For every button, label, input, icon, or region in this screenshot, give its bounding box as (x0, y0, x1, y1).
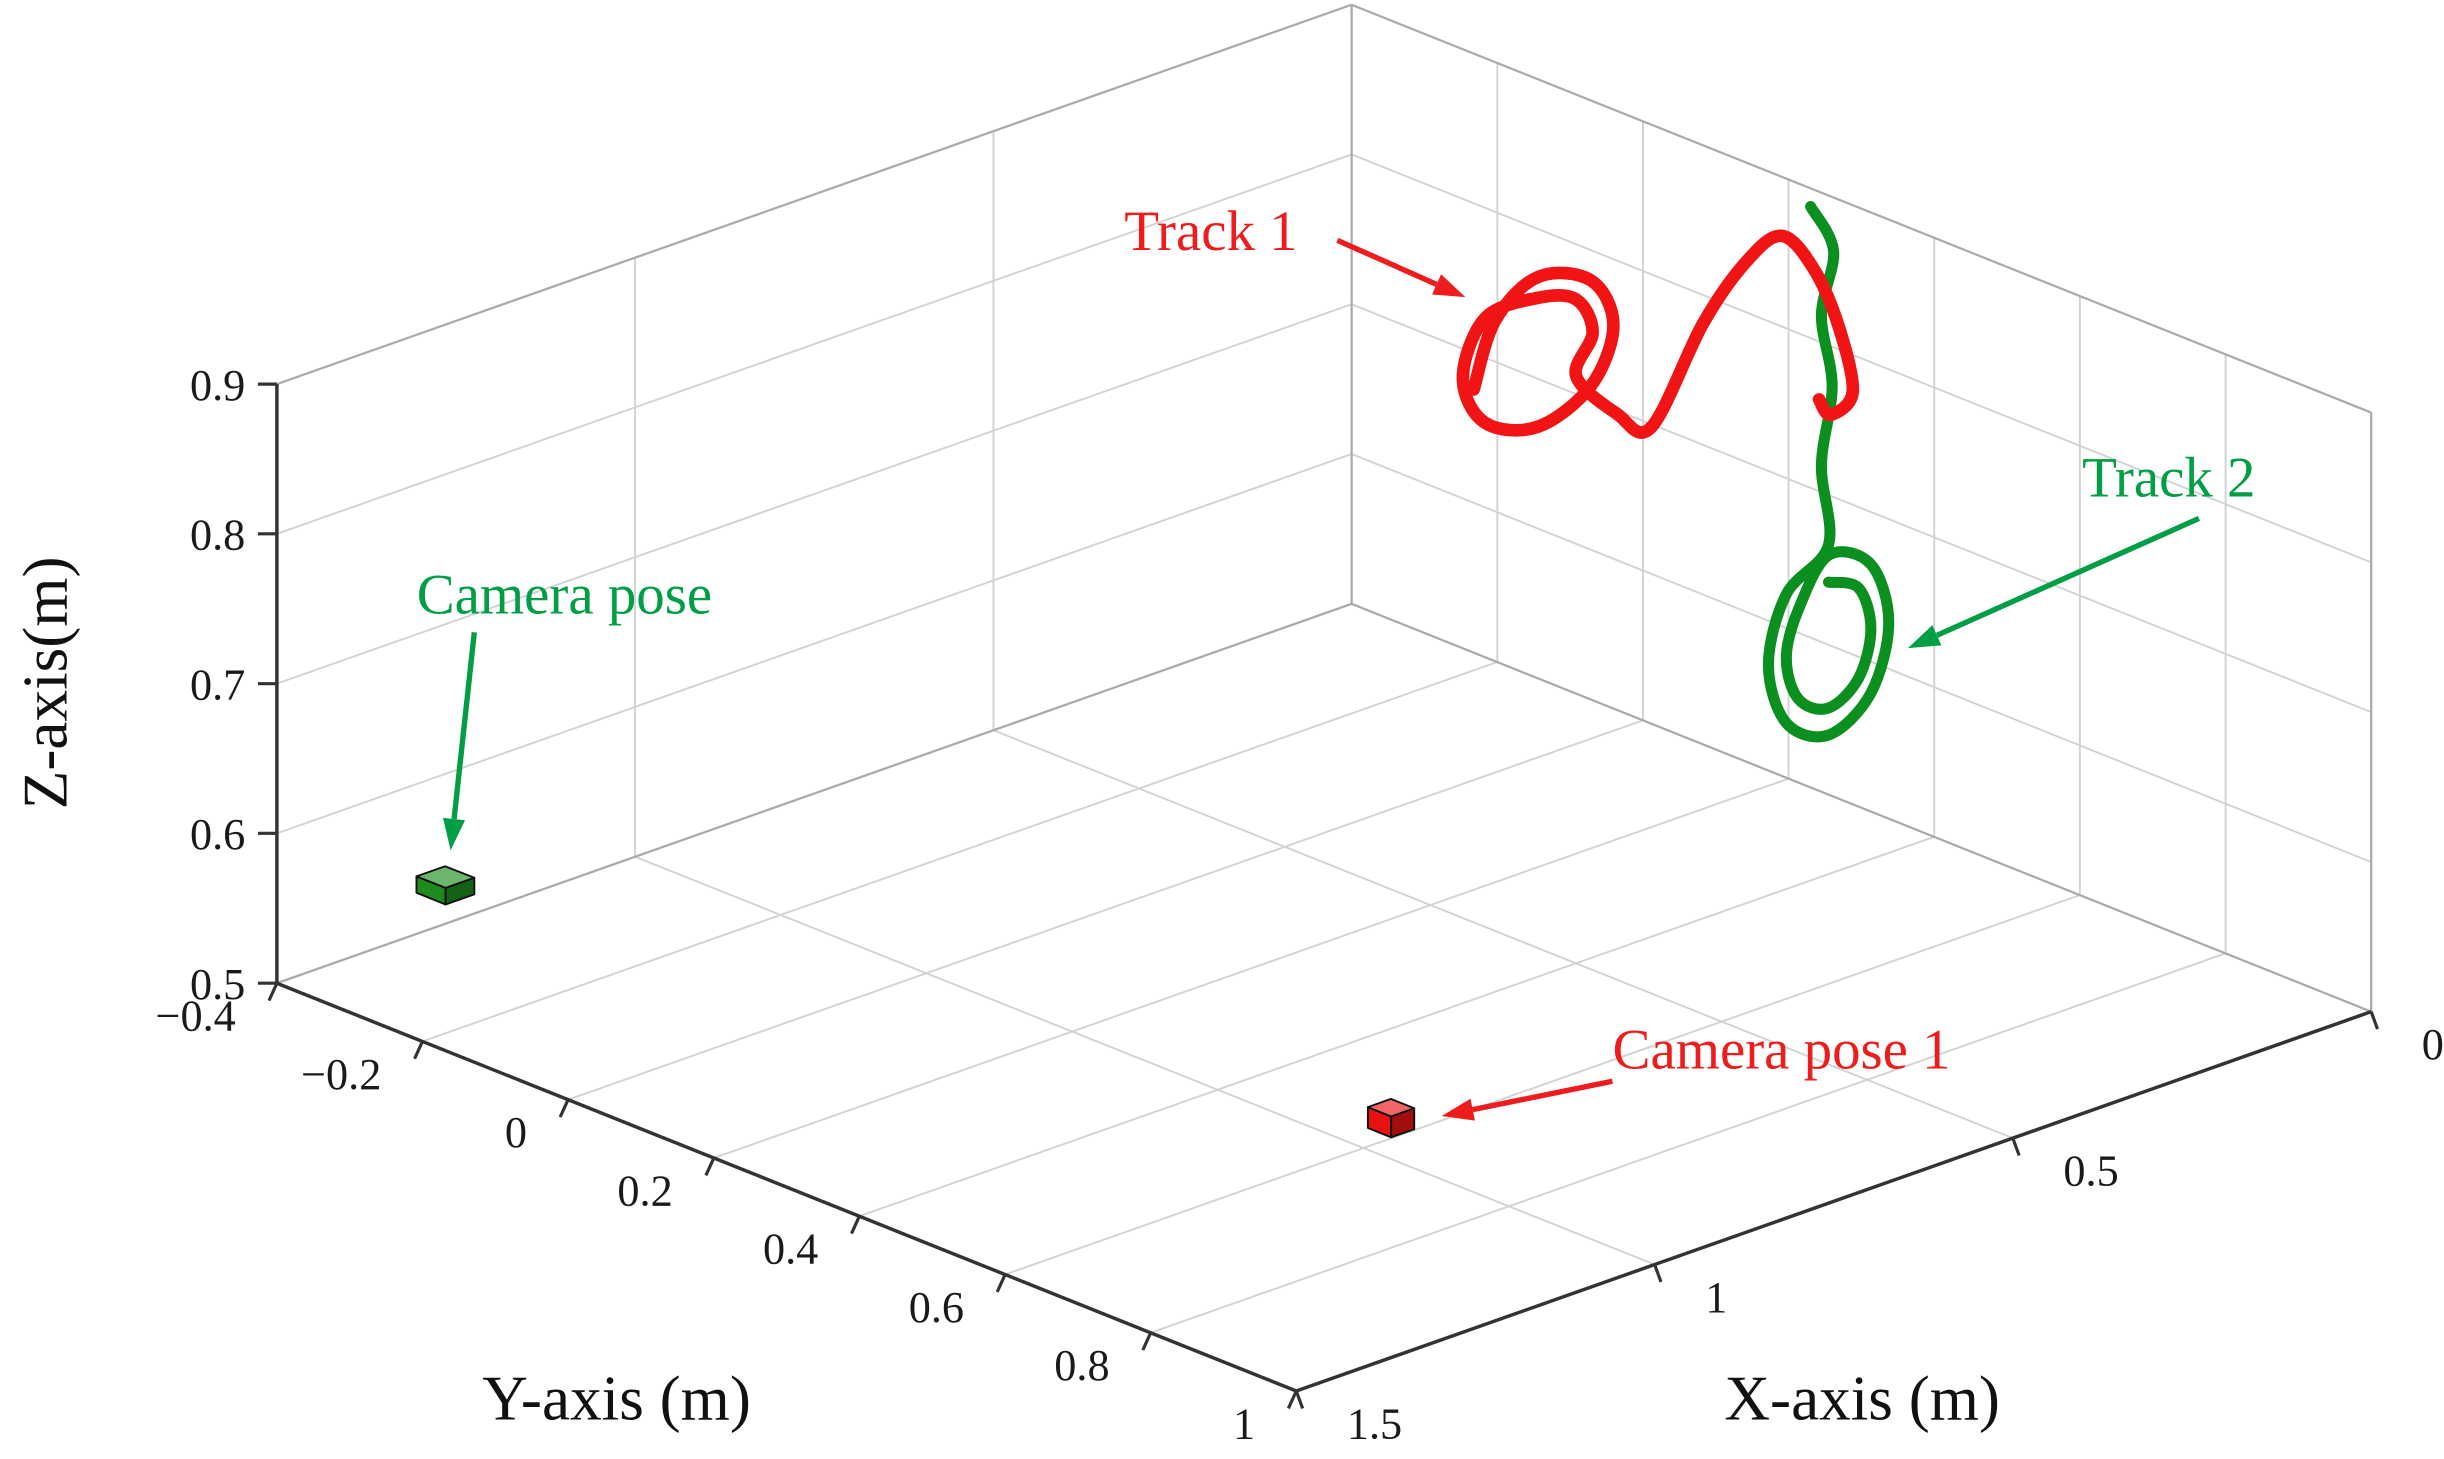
y-tick (1286, 1390, 1298, 1410)
z-tick-label: 0.9 (190, 361, 245, 410)
annotations: Track 1 Track 2 Camera pose Camera pose 1 (417, 200, 2256, 1121)
annotation-label-camera-pose: Camera pose (417, 563, 712, 626)
y-tick (413, 1040, 424, 1060)
x-tick-label: 1.5 (1347, 1399, 1402, 1448)
z-tick-label: 0.7 (190, 660, 245, 709)
series-path-track-1 (1456, 229, 1860, 439)
z-axis-label: Z-axis(m) (10, 556, 80, 809)
y-tick-label: 0.8 (1054, 1341, 1109, 1390)
annotation-arrowhead-camera-pose (443, 817, 465, 851)
annotation-label-track-2: Track 2 (2082, 446, 2255, 509)
box-edge (1351, 602, 2372, 1013)
y-tick-label: −0.4 (156, 992, 236, 1041)
axis-line (276, 981, 1297, 1393)
box-edge (1351, 3, 2372, 414)
axes-lines (275, 384, 2372, 1393)
y-tick-label: 0.4 (763, 1225, 818, 1274)
x-axis-label: X-axis (m) (1724, 1363, 2000, 1433)
marker-face (1366, 1097, 1416, 1118)
grid-line-y (1004, 894, 2081, 1276)
box-edge (276, 602, 1352, 985)
grid-line-y (422, 661, 1498, 1043)
grid-line-y (859, 835, 1935, 1218)
y-axis-label: Y-axis (m) (482, 1363, 751, 1433)
grid (275, 3, 2373, 1392)
tick-labels: 0 0.5 1 1.5 −0.4 −0.2 0 0.2 0.4 0.6 0.8 1 0.5 0.6 0.7 0… (156, 361, 2444, 1449)
annotation-arrow-track-1 (1336, 237, 1438, 287)
x-tick-label: 0.5 (2063, 1147, 2118, 1196)
y-tick (704, 1157, 716, 1177)
marker-camera-pose (415, 865, 476, 906)
annotation-arrow-track-2 (1935, 516, 2200, 638)
grid-line-x (993, 729, 2014, 1139)
y-tick (995, 1273, 1007, 1293)
z-tick-label: 0.5 (190, 960, 245, 1009)
y-tick (1141, 1332, 1153, 1351)
marker-camera-pose-1 (1366, 1097, 1416, 1139)
y-tick (850, 1215, 861, 1235)
axis-labels: X-axis (m) Y-axis (m) Z-axis(m) (10, 556, 2000, 1433)
box-edge (276, 3, 1352, 386)
x-tick (2011, 1137, 2021, 1157)
marker-face (415, 865, 476, 889)
grid-line-y (713, 777, 1789, 1159)
grid-line-z (276, 153, 1352, 535)
annotation-label-camera-pose-1: Camera pose 1 (1613, 1019, 1951, 1082)
y-tick (267, 982, 279, 1002)
grid-line-z (1351, 153, 2372, 564)
x-tick (1653, 1264, 1663, 1283)
annotation-arrowhead-camera-pose-1 (1441, 1098, 1475, 1121)
axis-line (1295, 1010, 2372, 1393)
y-tick-label: 0.6 (909, 1283, 964, 1332)
x-tick-label: 0 (2422, 1020, 2444, 1069)
y-tick-label: 0 (505, 1108, 527, 1157)
y-tick-label: 1 (1233, 1399, 1255, 1448)
grid-line-y (1150, 952, 2226, 1334)
series-track-1 (1456, 229, 1860, 439)
annotation-arrow-camera-pose (451, 631, 477, 820)
y-tick-label: 0.2 (617, 1166, 672, 1215)
annotation-arrow-camera-pose-1 (1472, 1078, 1613, 1113)
x-tick (2369, 1011, 2379, 1030)
grid-line-z (276, 453, 1352, 835)
y-tick (558, 1099, 570, 1118)
x-tick-label: 1 (1705, 1273, 1727, 1322)
grid-line-z (1351, 303, 2372, 713)
annotation-arrowhead-track-1 (1432, 274, 1466, 298)
annotation-label-track-1: Track 1 (1124, 200, 1297, 263)
z-tick-label: 0.6 (190, 810, 245, 859)
box-edges (276, 3, 2373, 1013)
grid-line-x (634, 855, 1655, 1266)
grid-line-y (567, 719, 1644, 1101)
annotation-arrowhead-track-2 (1908, 625, 1942, 649)
x-tick (1294, 1390, 1305, 1409)
z-tick-label: 0.8 (190, 511, 245, 560)
y-tick-label: −0.2 (301, 1050, 381, 1099)
grid-line-z (276, 303, 1352, 685)
